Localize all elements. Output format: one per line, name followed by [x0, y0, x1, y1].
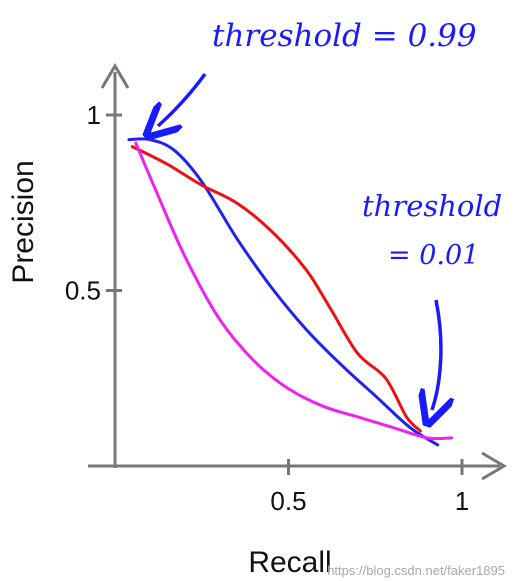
axes: [88, 63, 507, 481]
ticks: 0.5 1 0.5 1: [65, 100, 469, 516]
annotation-high-threshold-text: threshold = 0.99: [212, 18, 477, 54]
y-tick-label-0: 0.5: [65, 276, 101, 306]
annotation-low-threshold-arrow: [432, 299, 441, 410]
annotation-high-threshold-arrow: [158, 72, 207, 126]
y-axis-label: Precision: [7, 160, 40, 283]
x-tick-label-0: 0.5: [270, 486, 306, 516]
pr-curve-red: [130, 145, 422, 433]
pr-curve-magenta: [134, 141, 454, 441]
annotation-low-threshold-text-line2: = 0.01: [388, 240, 479, 271]
series-layer: [127, 137, 454, 447]
annotation-high-threshold: threshold = 0.99: [158, 18, 477, 126]
y-tick-label-1: 1: [87, 100, 101, 130]
pr-curve-blue: [127, 137, 440, 447]
x-tick-label-1: 1: [455, 486, 469, 516]
annotation-low-threshold-text-line1: threshold: [362, 189, 502, 223]
x-axis-arrowhead: [481, 451, 507, 481]
annotation-low-threshold: threshold = 0.01: [362, 189, 502, 410]
x-axis-label: Recall: [248, 546, 331, 579]
y-axis-arrowhead: [100, 63, 130, 89]
watermark: https://blog.csdn.net/faker1895: [327, 563, 505, 578]
